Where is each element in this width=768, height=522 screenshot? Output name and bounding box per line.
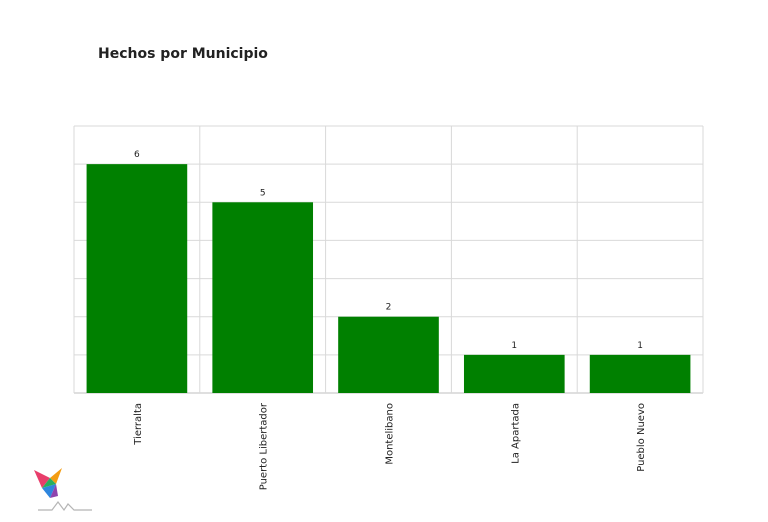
data-label: 2 [386, 303, 392, 313]
data-label: 1 [637, 341, 643, 351]
chart-title: Hechos por Municipio [98, 46, 268, 62]
bar[interactable] [86, 164, 188, 393]
x-tick-label: Montelibano [385, 403, 396, 465]
x-tick-label: La Apartada [510, 403, 521, 464]
data-label: 6 [134, 150, 140, 160]
bars-layer [86, 164, 691, 393]
x-tick-label: Pueblo Nuevo [636, 403, 647, 472]
data-label: 1 [511, 341, 517, 351]
bar[interactable] [463, 354, 565, 393]
bar[interactable] [212, 202, 314, 393]
bar[interactable] [589, 354, 691, 393]
data-labels-layer: 6 5 2 1 1 [134, 150, 643, 351]
x-tick-label: Tierralta [133, 403, 144, 446]
x-tick-label: Puerto Libertador [259, 402, 270, 490]
x-tick-labels-layer: Tierralta Puerto Libertador Montelibano La … [133, 402, 647, 490]
data-label: 5 [260, 188, 266, 198]
bar[interactable] [338, 316, 439, 393]
colorful-bird-logo-icon [34, 468, 92, 512]
